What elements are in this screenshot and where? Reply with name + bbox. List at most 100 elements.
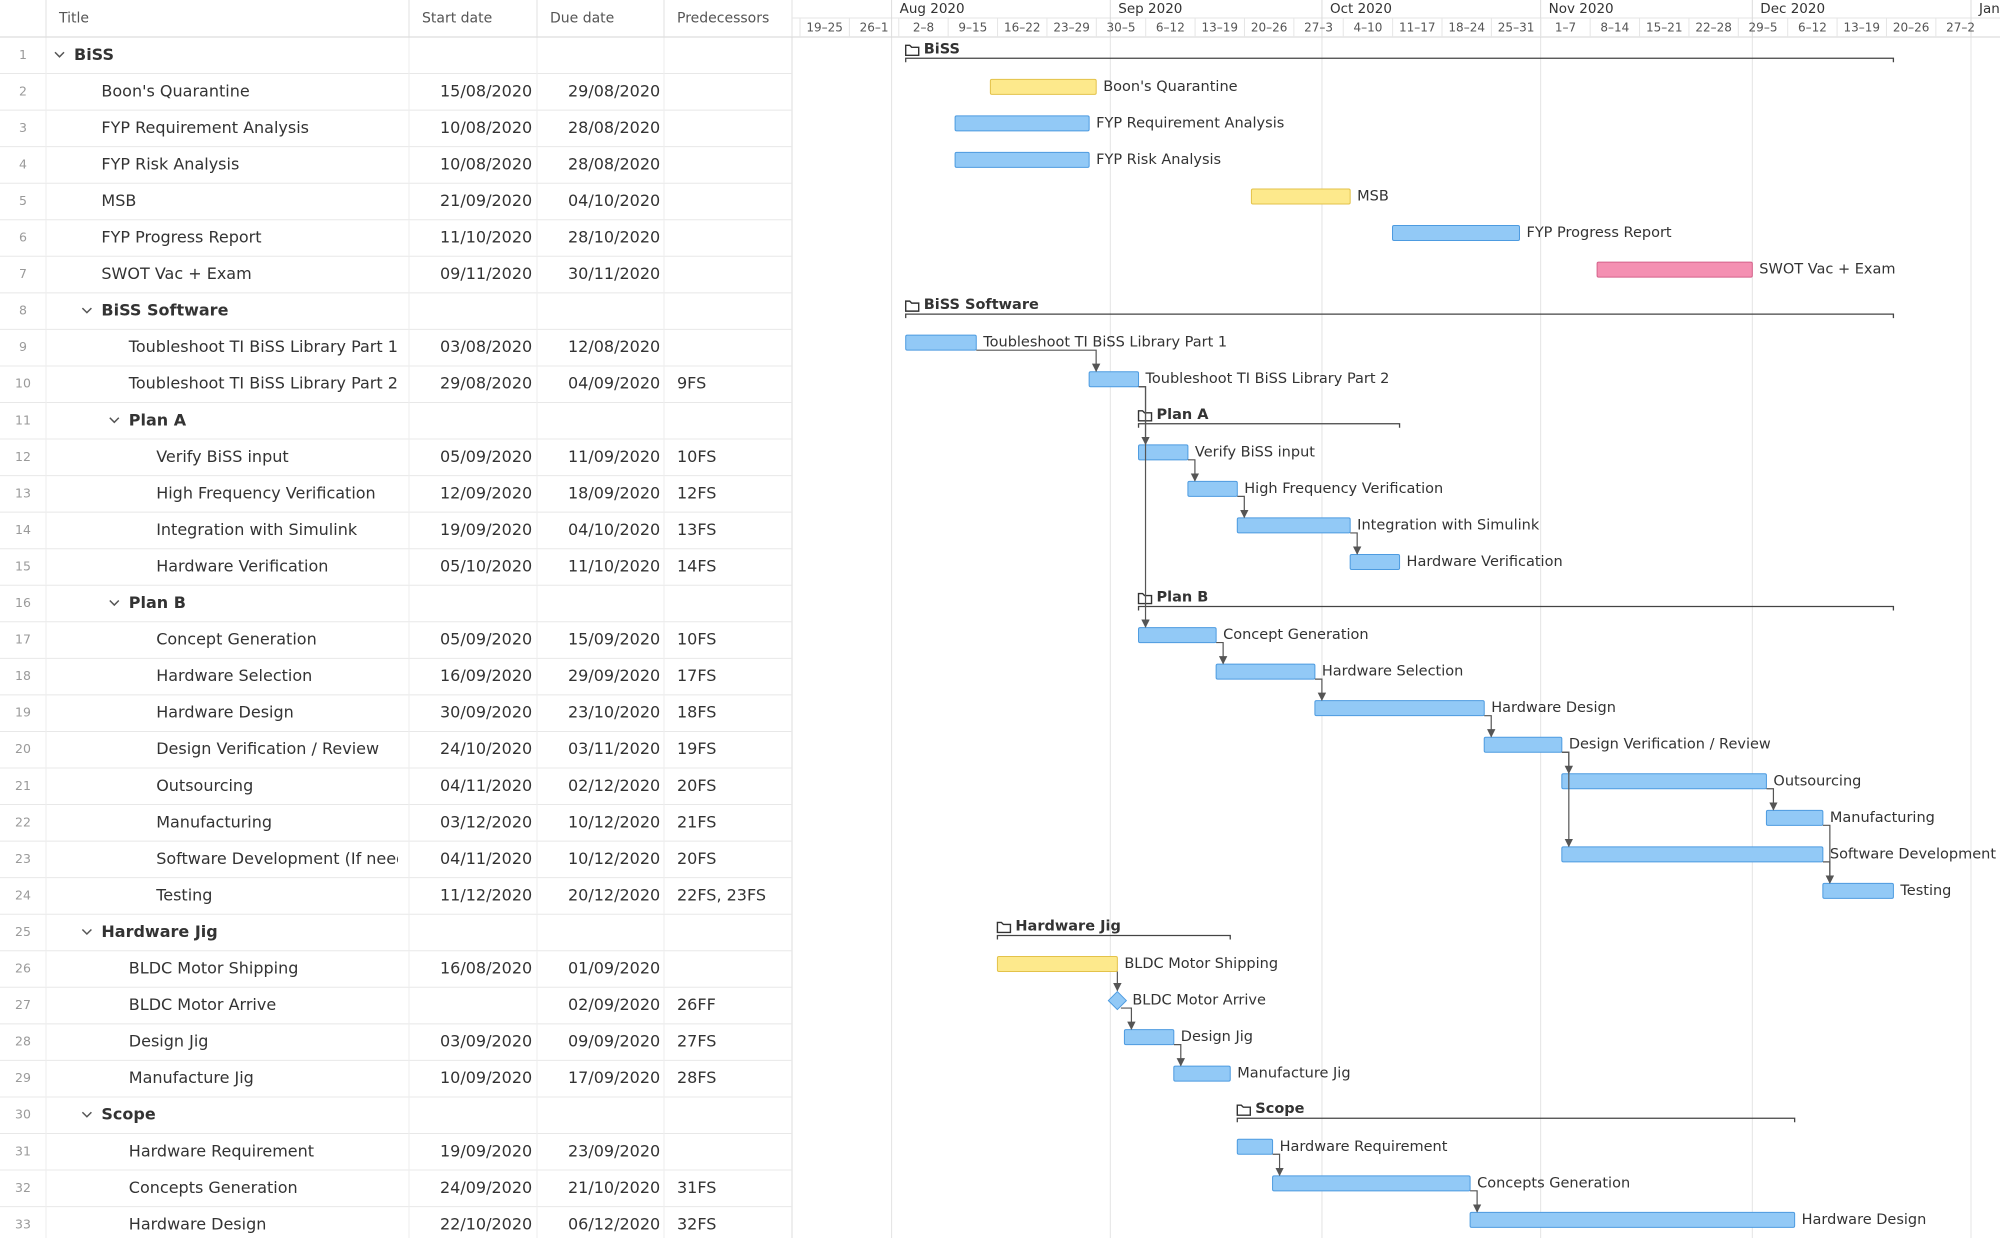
row-number: 23 — [15, 851, 31, 866]
task-title: MSB — [101, 191, 136, 210]
start-date: 03/12/2020 — [440, 812, 532, 831]
task-title: Plan B — [129, 593, 186, 612]
predecessors: 9FS — [677, 374, 706, 393]
collapse-toggle[interactable] — [81, 307, 92, 314]
dependency-arrow — [1216, 641, 1228, 665]
task-title: BiSS — [74, 45, 114, 64]
row-number: 6 — [19, 230, 27, 245]
task-label: SWOT Vac + Exam — [1759, 262, 1895, 278]
task-bar — [1173, 1065, 1231, 1082]
due-date: 02/09/2020 — [568, 995, 660, 1014]
task-label: Concept Generation — [1223, 627, 1368, 643]
task-title: BLDC Motor Arrive — [129, 995, 276, 1014]
task-title: BiSS Software — [101, 301, 228, 320]
start-date: 03/08/2020 — [440, 337, 532, 356]
predecessors: 27FS — [677, 1032, 716, 1051]
month-label: Oct 2020 — [1330, 1, 1392, 17]
collapse-toggle[interactable] — [109, 599, 120, 607]
start-date: 10/09/2020 — [440, 1068, 532, 1087]
folder-icon — [1137, 592, 1153, 605]
task-label: Hardware Requirement — [1280, 1139, 1448, 1155]
task-label: Outsourcing — [1773, 773, 1861, 789]
task-label: FYP Requirement Analysis — [1096, 115, 1284, 131]
week-label: 20–26 — [1893, 21, 1930, 35]
row-number: 10 — [15, 376, 31, 391]
task-title: Verify BiSS input — [156, 447, 288, 466]
start-date: 04/11/2020 — [440, 776, 532, 795]
dependency-arrow — [1484, 715, 1496, 738]
start-date: 19/09/2020 — [440, 1141, 532, 1160]
row-number: 4 — [19, 156, 27, 171]
group-label: BiSS — [924, 41, 960, 57]
week-label: 9–15 — [958, 21, 987, 35]
due-date: 09/09/2020 — [568, 1032, 660, 1051]
dependency-arrow — [1138, 386, 1150, 446]
gantt-chart: BiSS Boon's Quarantine FYP Requirement Ana… — [905, 41, 2000, 1228]
collapse-toggle[interactable] — [109, 417, 120, 424]
task-bar — [1392, 225, 1520, 242]
task-bar — [1236, 517, 1351, 534]
task-label: BLDC Motor Arrive — [1132, 993, 1266, 1009]
start-date: 16/08/2020 — [440, 959, 532, 978]
week-label: 27–3 — [1304, 21, 1333, 35]
week-label: 2–8 — [913, 21, 934, 35]
task-label: High Frequency Verification — [1244, 481, 1443, 497]
task-label: MSB — [1357, 188, 1389, 204]
week-label: 16–22 — [1004, 21, 1041, 35]
task-title: BLDC Motor Shipping — [129, 959, 299, 978]
column-header: Start date — [422, 11, 492, 27]
row-number: 1 — [19, 47, 27, 62]
start-date: 16/09/2020 — [440, 666, 532, 685]
task-bar — [1250, 188, 1351, 205]
task-title: FYP Progress Report — [101, 228, 261, 247]
dependency-arrow — [1173, 1044, 1185, 1067]
row-number: 11 — [15, 412, 31, 427]
start-date: 12/09/2020 — [440, 483, 532, 502]
dependency-arrow — [1561, 751, 1574, 848]
task-label: Manufacture Jig — [1237, 1066, 1350, 1082]
dependency-arrow — [1470, 1190, 1482, 1213]
task-label: Hardware Selection — [1322, 664, 1463, 680]
group-bracket — [1236, 1117, 1796, 1123]
task-title: Hardware Verification — [156, 556, 328, 575]
dependency-arrow — [1350, 532, 1362, 555]
dependency-arrow — [1272, 1153, 1284, 1177]
start-date: 29/08/2020 — [440, 374, 532, 393]
row-number: 17 — [15, 632, 31, 647]
due-date: 12/08/2020 — [568, 337, 660, 356]
due-date: 28/08/2020 — [568, 118, 660, 137]
collapse-toggle[interactable] — [54, 51, 65, 58]
predecessors: 28FS — [677, 1068, 716, 1087]
task-title: Boon's Quarantine — [101, 81, 249, 100]
task-table: BiSS Boon's Quarantine FYP Requirement Ana… — [0, 0, 793, 1238]
task-label: FYP Risk Analysis — [1096, 152, 1221, 168]
task-title: Hardware Selection — [156, 666, 312, 685]
task-label: Software Development (If needed) — [1830, 846, 2000, 862]
due-date: 10/12/2020 — [568, 849, 660, 868]
task-title: Toubleshoot TI BiSS Library Part 1 — [128, 337, 398, 356]
task-bar — [1138, 444, 1189, 461]
week-label: 6–12 — [1798, 21, 1827, 35]
folder-icon — [996, 921, 1012, 934]
start-date: 05/10/2020 — [440, 556, 532, 575]
group-bracket — [1137, 605, 1895, 611]
start-date: 24/09/2020 — [440, 1178, 532, 1197]
task-title: Software Development (If needed) — [156, 849, 432, 868]
row-number: 13 — [15, 485, 31, 500]
row-number: 22 — [15, 814, 31, 829]
row-number: 19 — [15, 705, 31, 720]
start-date: 09/11/2020 — [440, 264, 532, 283]
task-bar — [996, 956, 1118, 973]
task-label: Toubleshoot TI BiSS Library Part 2 — [1145, 371, 1390, 387]
collapse-toggle[interactable] — [81, 1111, 92, 1118]
start-date: 04/11/2020 — [440, 849, 532, 868]
start-date: 11/10/2020 — [440, 228, 532, 247]
task-bar — [1187, 480, 1238, 497]
collapse-toggle[interactable] — [81, 928, 92, 936]
dependency-arrow — [1138, 386, 1150, 628]
task-title: Testing — [155, 885, 212, 904]
task-bar — [1314, 700, 1485, 717]
task-bar — [1088, 371, 1140, 388]
month-label: Dec 2020 — [1760, 1, 1825, 17]
predecessors: 12FS — [677, 483, 716, 502]
